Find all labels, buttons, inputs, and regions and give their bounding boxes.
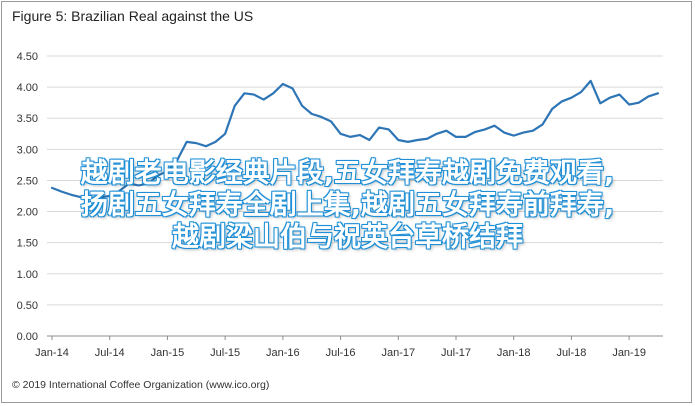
overlay-caption: 越剧老电影经典片段,五女拜寿越剧免费观看, 扬剧五女拜寿全剧上集,越剧五女拜寿前… [0, 158, 695, 254]
x-tick-label: Jan-17 [381, 347, 415, 359]
series-line-brl-usd [50, 79, 660, 199]
figure-title: Figure 5: Brazilian Real against the US [12, 8, 254, 24]
x-tick-label: Jul-15 [210, 347, 240, 359]
x-tick-label: Jan-16 [266, 347, 300, 359]
y-tick-label: 2.00 [17, 207, 38, 219]
overlay-line-1: 越剧老电影经典片段,五女拜寿越剧免费观看, [80, 158, 615, 189]
y-tick-label: 3.00 [17, 144, 38, 156]
x-tick-label: Jan-15 [151, 347, 185, 359]
x-tick-label: Jul-18 [556, 347, 586, 359]
x-tick-label: Jan-19 [612, 347, 646, 359]
x-axis: Jan-14 Jul-14 Jan-15 Jul-15 Jan-16 Jul-16 Jan-… [35, 335, 663, 359]
overlay-line-3: 越剧梁山伯与祝英台草桥结拜 [172, 222, 523, 253]
y-tick-label: 4.00 [17, 82, 38, 94]
x-tick-label: Jan-18 [497, 347, 531, 359]
x-tick-label: Jan-14 [35, 347, 69, 359]
x-tick-label: Jul-16 [326, 347, 356, 359]
y-tick-label: 2.50 [17, 175, 38, 187]
grid-lines [47, 55, 663, 306]
y-tick-label: 1.50 [17, 238, 38, 250]
copyright-footer: © 2019 International Coffee Organization… [12, 379, 270, 391]
y-tick-label: 0.50 [17, 300, 38, 312]
y-tick-label: 1.00 [17, 269, 38, 281]
y-tick-label: 0.00 [17, 331, 38, 343]
overlay-line-2: 扬剧五女拜寿全剧上集,越剧五女拜寿前拜寿, [80, 190, 615, 221]
y-tick-label: 4.50 [17, 51, 38, 63]
series-layer [50, 79, 660, 199]
x-tick-label: Jul-14 [95, 347, 125, 359]
x-tick-label: Jul-17 [441, 347, 471, 359]
y-tick-label: 3.50 [17, 113, 38, 125]
y-axis-tick-labels: 0.00 0.50 1.00 1.50 2.00 2.50 3.00 3.50 4.00 4.50 [17, 51, 38, 343]
